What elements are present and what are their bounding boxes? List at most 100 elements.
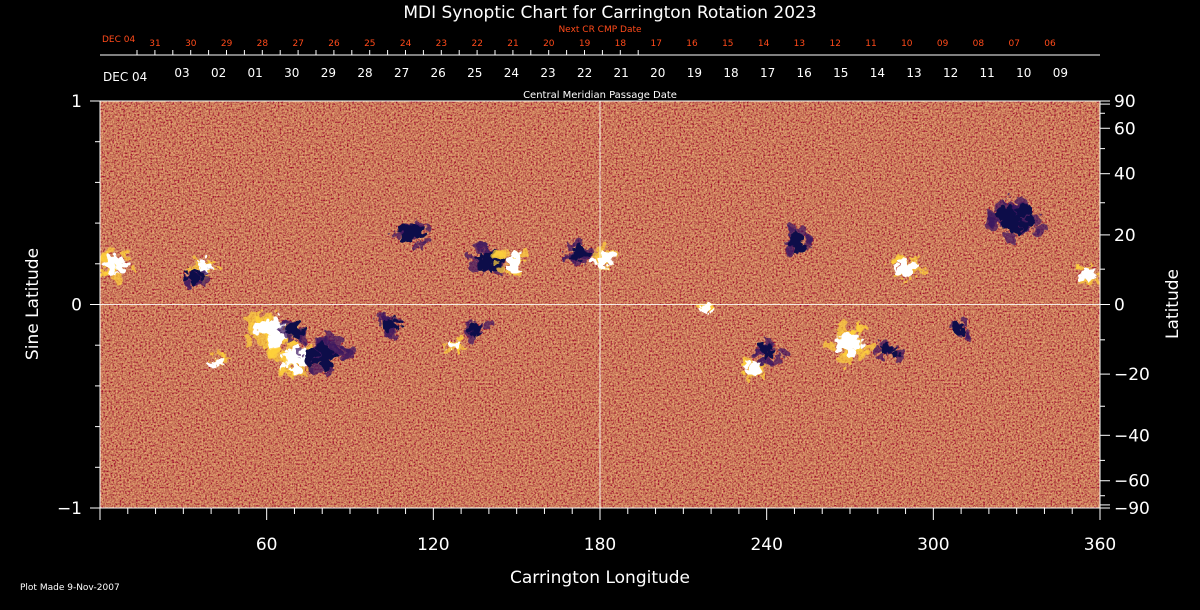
cmp-date: 13 xyxy=(906,66,921,80)
region-core-blob xyxy=(291,366,301,375)
next-cr-date: 30 xyxy=(185,39,197,49)
region-halo-blob xyxy=(873,346,880,353)
next-cr-date: 10 xyxy=(901,39,913,49)
next-cr-date: 24 xyxy=(400,39,412,49)
region-halo-blob xyxy=(896,354,905,363)
negative-polarity-region xyxy=(785,222,815,257)
x-axis: 60 120 180 240 300 360 xyxy=(99,508,1116,555)
region-halo-blob xyxy=(183,282,192,291)
cmp-date: 03 xyxy=(174,66,189,80)
region-core-blob xyxy=(107,263,116,272)
region-core-blob xyxy=(408,221,412,225)
next-cr-date: 18 xyxy=(615,39,627,49)
region-halo-blob xyxy=(493,251,503,261)
cmp-date: 12 xyxy=(943,66,958,80)
region-core-blob xyxy=(389,319,397,327)
cmp-date: 19 xyxy=(687,66,702,80)
next-cr-date: 31 xyxy=(149,39,160,49)
negative-polarity-region xyxy=(375,310,402,340)
region-core-blob xyxy=(320,353,324,358)
cmp-date: 22 xyxy=(577,66,592,80)
region-core-blob xyxy=(289,354,298,363)
region-core-blob xyxy=(743,361,749,367)
region-core-blob xyxy=(571,254,579,262)
region-halo-blob xyxy=(484,322,492,329)
region-core-blob xyxy=(198,268,203,273)
y-axis-right: 90 60 40 20 0 −20 −40 −60 −90 xyxy=(1100,92,1150,519)
x-tick-label: 360 xyxy=(1084,535,1116,555)
region-core-blob xyxy=(956,332,959,335)
next-cr-date: 22 xyxy=(471,39,482,49)
region-core-blob xyxy=(848,344,851,347)
region-core-blob xyxy=(887,344,891,348)
region-core-blob xyxy=(286,348,292,354)
next-cr-date: 19 xyxy=(579,39,591,49)
next-cr-date: 29 xyxy=(221,39,233,49)
region-core-blob xyxy=(893,267,901,275)
x-tick-label: 240 xyxy=(750,535,782,555)
region-core-blob xyxy=(399,234,410,245)
region-core-blob xyxy=(901,257,906,262)
positive-polarity-region xyxy=(886,254,929,284)
next-cr-date: 17 xyxy=(650,39,661,49)
cmp-date: 14 xyxy=(870,66,885,80)
cmp-date-row: DEC 04 03 02 01 30 29 28 27 26 25 24 23 22 21 20 19 18 17… xyxy=(103,66,1068,84)
region-halo-blob xyxy=(500,265,508,273)
positive-polarity-region xyxy=(824,322,875,367)
region-halo-blob xyxy=(1007,194,1012,199)
region-halo-blob xyxy=(837,332,841,336)
region-halo-blob xyxy=(482,273,485,276)
region-core-blob xyxy=(887,347,894,354)
region-halo-blob xyxy=(272,310,277,315)
region-core-blob xyxy=(263,332,266,335)
region-core-blob xyxy=(474,322,482,330)
region-core-blob xyxy=(1086,273,1090,276)
region-halo-blob xyxy=(893,273,898,278)
cmp-date-label: Central Meridian Passage Date xyxy=(523,90,677,101)
next-cr-date: 25 xyxy=(364,39,375,49)
region-halo-blob xyxy=(789,251,795,257)
cmp-date: 23 xyxy=(540,66,555,80)
region-core-blob xyxy=(397,325,402,330)
region-core-blob xyxy=(269,318,283,331)
region-core-blob xyxy=(710,307,714,311)
region-halo-blob xyxy=(393,229,397,233)
region-core-blob xyxy=(601,262,609,270)
region-core-blob xyxy=(452,341,457,346)
next-cr-date: 28 xyxy=(257,39,269,49)
region-halo-blob xyxy=(204,268,208,272)
y-axis-right-label: Latitude xyxy=(1163,269,1183,339)
region-core-blob xyxy=(308,349,317,357)
cmp-date: 24 xyxy=(504,66,519,80)
region-halo-blob xyxy=(519,247,530,257)
region-core-blob xyxy=(390,318,393,321)
x-axis-label: Carrington Longitude xyxy=(510,568,690,588)
region-core-blob xyxy=(301,327,307,333)
region-core-blob xyxy=(404,227,414,237)
region-halo-blob xyxy=(443,344,446,348)
y-right-tick-label: −20 xyxy=(1114,365,1150,385)
region-halo-blob xyxy=(341,346,355,360)
region-halo-blob xyxy=(1075,266,1082,272)
region-core-blob xyxy=(218,362,224,368)
next-cr-date: DEC 04 xyxy=(102,35,135,45)
region-halo-blob xyxy=(908,277,912,282)
region-halo-blob xyxy=(771,343,775,347)
region-halo-blob xyxy=(278,329,283,334)
region-halo-blob xyxy=(210,350,216,357)
region-halo-blob xyxy=(223,358,231,366)
cmp-date: 17 xyxy=(760,66,775,80)
region-halo-blob xyxy=(877,353,885,361)
y-right-tick-label: −40 xyxy=(1114,426,1150,446)
region-halo-blob xyxy=(507,269,513,275)
region-halo-blob xyxy=(919,266,929,276)
negative-polarity-region xyxy=(560,239,596,267)
region-halo-blob xyxy=(1080,268,1084,272)
region-halo-blob xyxy=(760,375,766,381)
region-core-blob xyxy=(578,259,581,263)
next-cr-ticks xyxy=(136,50,639,55)
region-core-blob xyxy=(837,342,846,350)
region-halo-blob xyxy=(829,344,837,351)
region-core-blob xyxy=(960,327,966,334)
region-core-blob xyxy=(606,252,615,261)
